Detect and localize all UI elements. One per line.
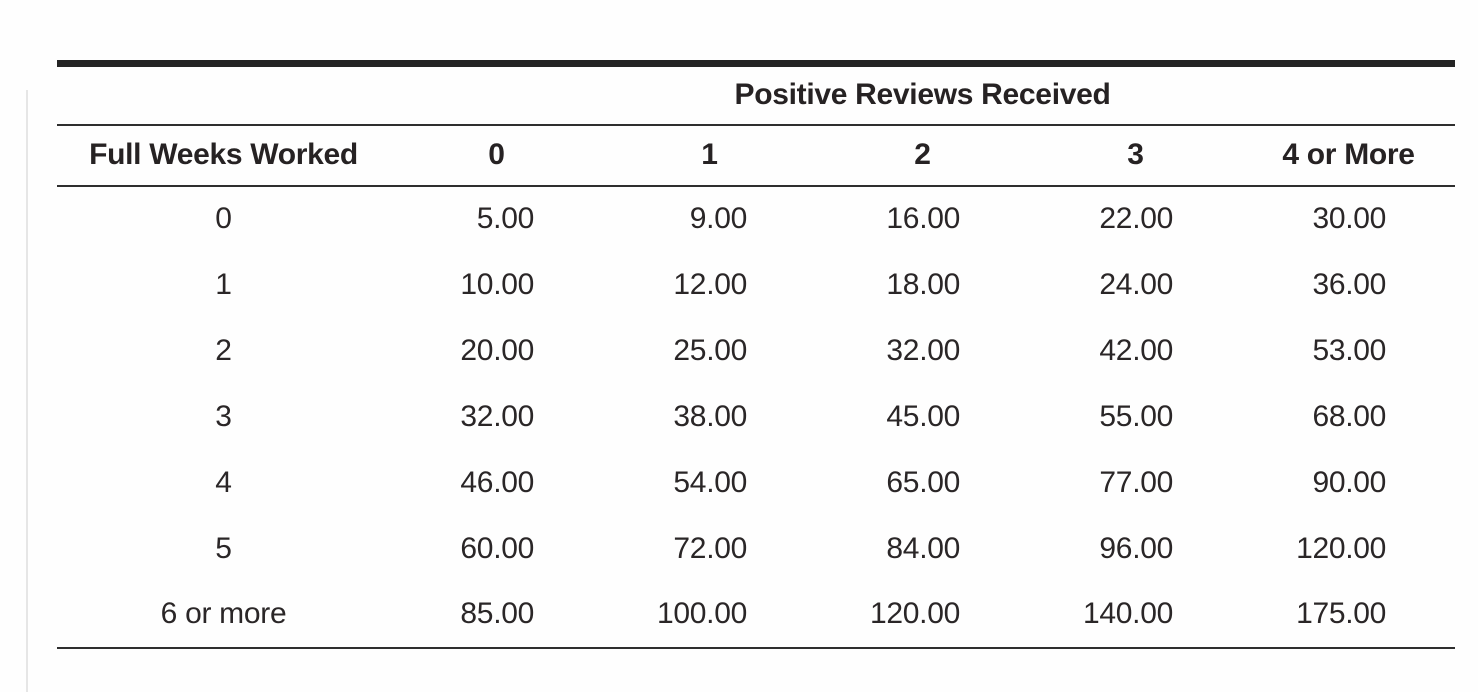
value-cell: 72.00 [673, 531, 747, 565]
value-cell: 140.00 [1083, 597, 1173, 630]
value-cell: 38.00 [673, 399, 747, 433]
value-cell: 90.00 [1312, 465, 1387, 499]
table-row: 1 10.00 12.00 18.00 24.00 36.00 [57, 252, 1455, 318]
value-cell: 54.00 [673, 465, 747, 499]
corner-header: Full Weeks Worked [57, 124, 390, 187]
value-cell: 30.00 [1312, 202, 1387, 235]
table-row: 6 or more 85.00 100.00 120.00 140.00 175… [57, 582, 1455, 648]
value-cell: 24.00 [1099, 267, 1173, 301]
column-header-row: Full Weeks Worked 0 1 2 3 4 or More [57, 124, 1456, 187]
row-label-cell: 4 [215, 465, 232, 499]
page-edge-scan-artifact [26, 90, 28, 692]
value-cell: 65.00 [886, 465, 960, 499]
table-row: 3 32.00 38.00 45.00 55.00 68.00 [57, 384, 1455, 450]
row-label-cell: 5 [215, 531, 232, 565]
row-label-cell: 3 [215, 399, 232, 433]
table-row: 0 5.00 9.00 16.00 22.00 30.00 [57, 186, 1455, 252]
row-label-cell: 1 [215, 267, 232, 301]
table-row: 5 60.00 72.00 84.00 96.00 120.00 [57, 516, 1455, 582]
column-header-1: 1 [603, 124, 816, 187]
spanner-header: Positive Reviews Received [390, 63, 1456, 126]
value-cell: 5.00 [476, 202, 535, 235]
value-cell: 68.00 [1312, 399, 1387, 433]
value-cell: 175.00 [1296, 597, 1387, 630]
corner-empty-cell [57, 63, 390, 126]
value-cell: 42.00 [1099, 333, 1173, 367]
row-label-cell: 6 or more [160, 597, 287, 630]
value-cell: 85.00 [460, 597, 534, 630]
reviews-by-weeks-table: Positive Reviews Received Full Weeks Wor… [57, 60, 1456, 649]
value-cell: 9.00 [689, 202, 748, 235]
value-cell: 77.00 [1099, 465, 1173, 499]
row-label-cell: 0 [215, 202, 232, 235]
table-row: 2 20.00 25.00 32.00 42.00 53.00 [57, 318, 1455, 384]
value-cell: 120.00 [1296, 531, 1387, 565]
value-cell: 36.00 [1312, 267, 1387, 301]
column-header-2: 2 [816, 124, 1029, 187]
column-header-3: 3 [1029, 124, 1242, 187]
value-cell: 53.00 [1312, 333, 1387, 367]
value-cell: 45.00 [886, 399, 960, 433]
value-cell: 60.00 [460, 531, 534, 565]
column-header-4: 4 or More [1242, 124, 1456, 187]
value-cell: 12.00 [673, 267, 747, 301]
value-cell: 32.00 [460, 399, 534, 433]
value-cell: 46.00 [460, 465, 534, 499]
table-row: 4 46.00 54.00 65.00 77.00 90.00 [57, 450, 1455, 516]
column-header-0: 0 [390, 124, 603, 187]
value-cell: 20.00 [460, 333, 534, 367]
value-cell: 32.00 [886, 333, 960, 367]
value-cell: 22.00 [1099, 202, 1173, 235]
spanner-header-row: Positive Reviews Received [57, 63, 1456, 126]
value-cell: 84.00 [886, 531, 960, 565]
value-cell: 100.00 [657, 597, 747, 630]
value-cell: 10.00 [460, 267, 534, 301]
value-cell: 55.00 [1099, 399, 1173, 433]
value-cell: 16.00 [886, 202, 960, 235]
value-cell: 120.00 [870, 597, 960, 630]
value-cell: 96.00 [1099, 531, 1173, 565]
value-cell: 25.00 [673, 333, 747, 367]
row-label-cell: 2 [215, 333, 232, 367]
value-cell: 18.00 [886, 267, 960, 301]
